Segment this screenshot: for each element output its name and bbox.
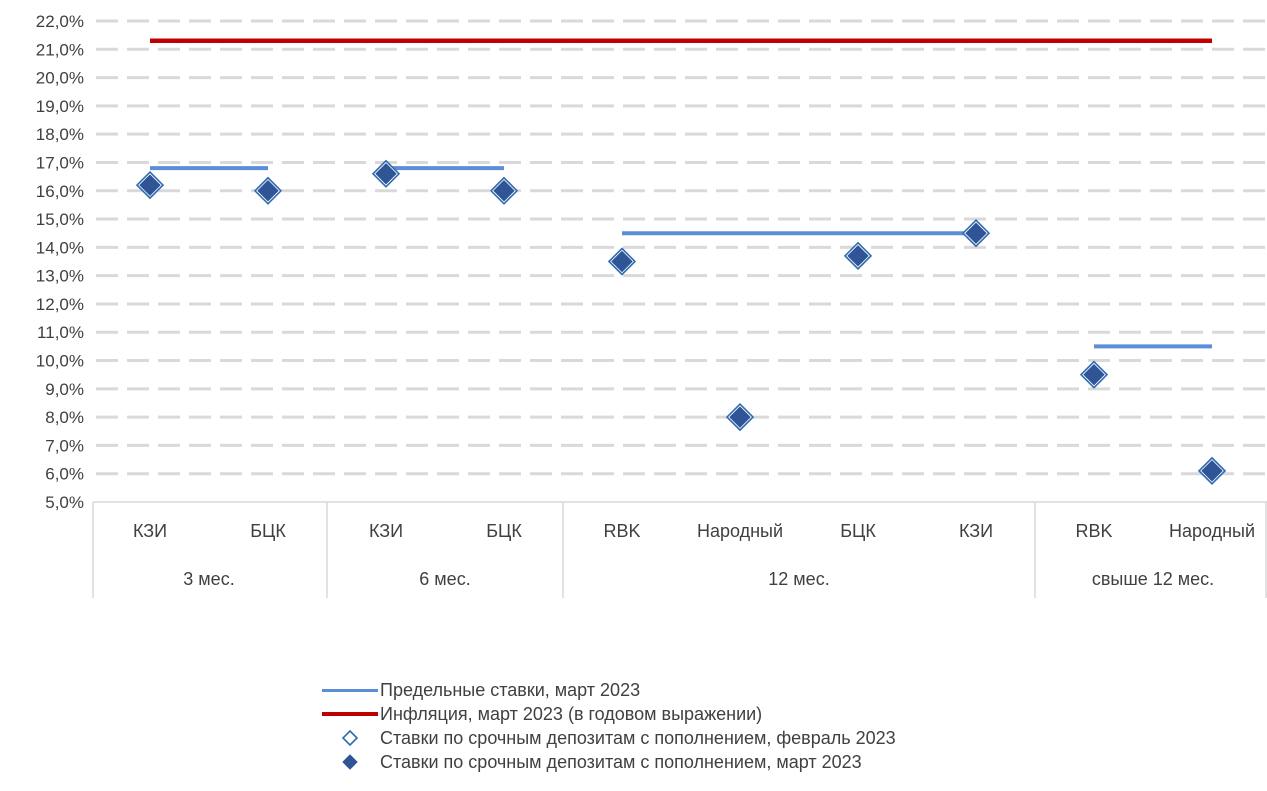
deposit-marker-mar: [611, 250, 633, 273]
deposit-marker-mar: [1201, 460, 1223, 482]
y-tick-label: 15,0%: [36, 210, 84, 229]
gridlines: [96, 19, 1266, 476]
group-label: свыше 12 мес.: [1092, 569, 1214, 589]
x-axis-group-labels: 3 мес. 6 мес. 12 мес. свыше 12 мес.: [183, 569, 1214, 589]
diamond-filled-icon: [342, 754, 358, 770]
legend-label: Ставки по срочным депозитам с пополнение…: [380, 751, 862, 772]
legend-item-limit-rates: Предельные ставки, март 2023: [320, 678, 896, 702]
category-label: БЦК: [840, 521, 876, 541]
legend-line-red: [322, 712, 378, 716]
y-tick-label: 13,0%: [36, 267, 84, 286]
deposit-marker-mar: [375, 163, 397, 185]
group-label: 3 мес.: [183, 569, 234, 589]
category-label: RBK: [1075, 521, 1112, 541]
category-label: БЦК: [486, 521, 522, 541]
y-tick-label: 19,0%: [36, 97, 84, 116]
x-axis: [92, 501, 1267, 598]
legend-item-deposits-feb: Ставки по срочным депозитам с пополнение…: [320, 726, 896, 750]
legend-label: Предельные ставки, март 2023: [380, 679, 641, 700]
y-tick-label: 5,0%: [45, 493, 84, 512]
y-tick-label: 20,0%: [36, 69, 84, 88]
y-tick-label: 6,0%: [45, 465, 84, 484]
deposit-marker-mar: [257, 180, 279, 202]
y-tick-label: 11,0%: [37, 323, 84, 342]
category-label: Народный: [697, 521, 783, 541]
group-label: 12 мес.: [768, 569, 829, 589]
y-tick-label: 8,0%: [45, 408, 84, 427]
x-axis-category-labels: КЗИ БЦК КЗИ БЦК RBK Народный БЦК КЗИ RBK Народный: [133, 521, 1255, 541]
y-tick-label: 22,0%: [36, 12, 84, 31]
legend-label: Ставки по срочным депозитам с пополнение…: [380, 727, 896, 748]
category-label: КЗИ: [133, 521, 167, 541]
diamond-outline-icon: [341, 729, 359, 747]
category-label: RBK: [603, 521, 640, 541]
category-label: КЗИ: [369, 521, 403, 541]
deposit-marker-mar: [139, 174, 161, 196]
deposit-marker-mar: [1083, 363, 1105, 386]
y-tick-label: 9,0%: [45, 380, 84, 399]
category-label: БЦК: [250, 521, 286, 541]
y-tick-label: 17,0%: [36, 153, 84, 172]
group-label: 6 мес.: [419, 569, 470, 589]
deposit-marker-mar: [729, 406, 751, 428]
legend-line-blue: [322, 688, 378, 692]
legend-label: Инфляция, март 2023 (в годовом выражении…: [380, 703, 763, 724]
deposit-marker-mar: [493, 180, 515, 202]
legend: Предельные ставки, март 2023 Инфляция, м…: [320, 678, 896, 774]
y-tick-label: 10,0%: [36, 352, 84, 371]
y-axis-tick-labels: 5,0% 6,0% 7,0% 8,0% 9,0% 10,0% 11,0% 12,0% 13,0%…: [36, 12, 84, 512]
plot-series: [135, 38, 1227, 486]
y-tick-label: 7,0%: [45, 436, 84, 455]
y-tick-label: 18,0%: [36, 125, 84, 144]
category-label: Народный: [1169, 521, 1255, 541]
deposit-marker-mar: [965, 222, 987, 244]
deposit-marker-mar: [847, 245, 869, 267]
legend-item-deposits-mar: Ставки по срочным депозитам с пополнение…: [320, 750, 896, 774]
y-tick-label: 16,0%: [36, 182, 84, 201]
y-tick-label: 12,0%: [36, 295, 84, 314]
y-tick-label: 21,0%: [36, 40, 84, 59]
legend-item-inflation: Инфляция, март 2023 (в годовом выражении…: [320, 702, 896, 726]
y-tick-label: 14,0%: [36, 238, 84, 257]
category-label: КЗИ: [959, 521, 993, 541]
